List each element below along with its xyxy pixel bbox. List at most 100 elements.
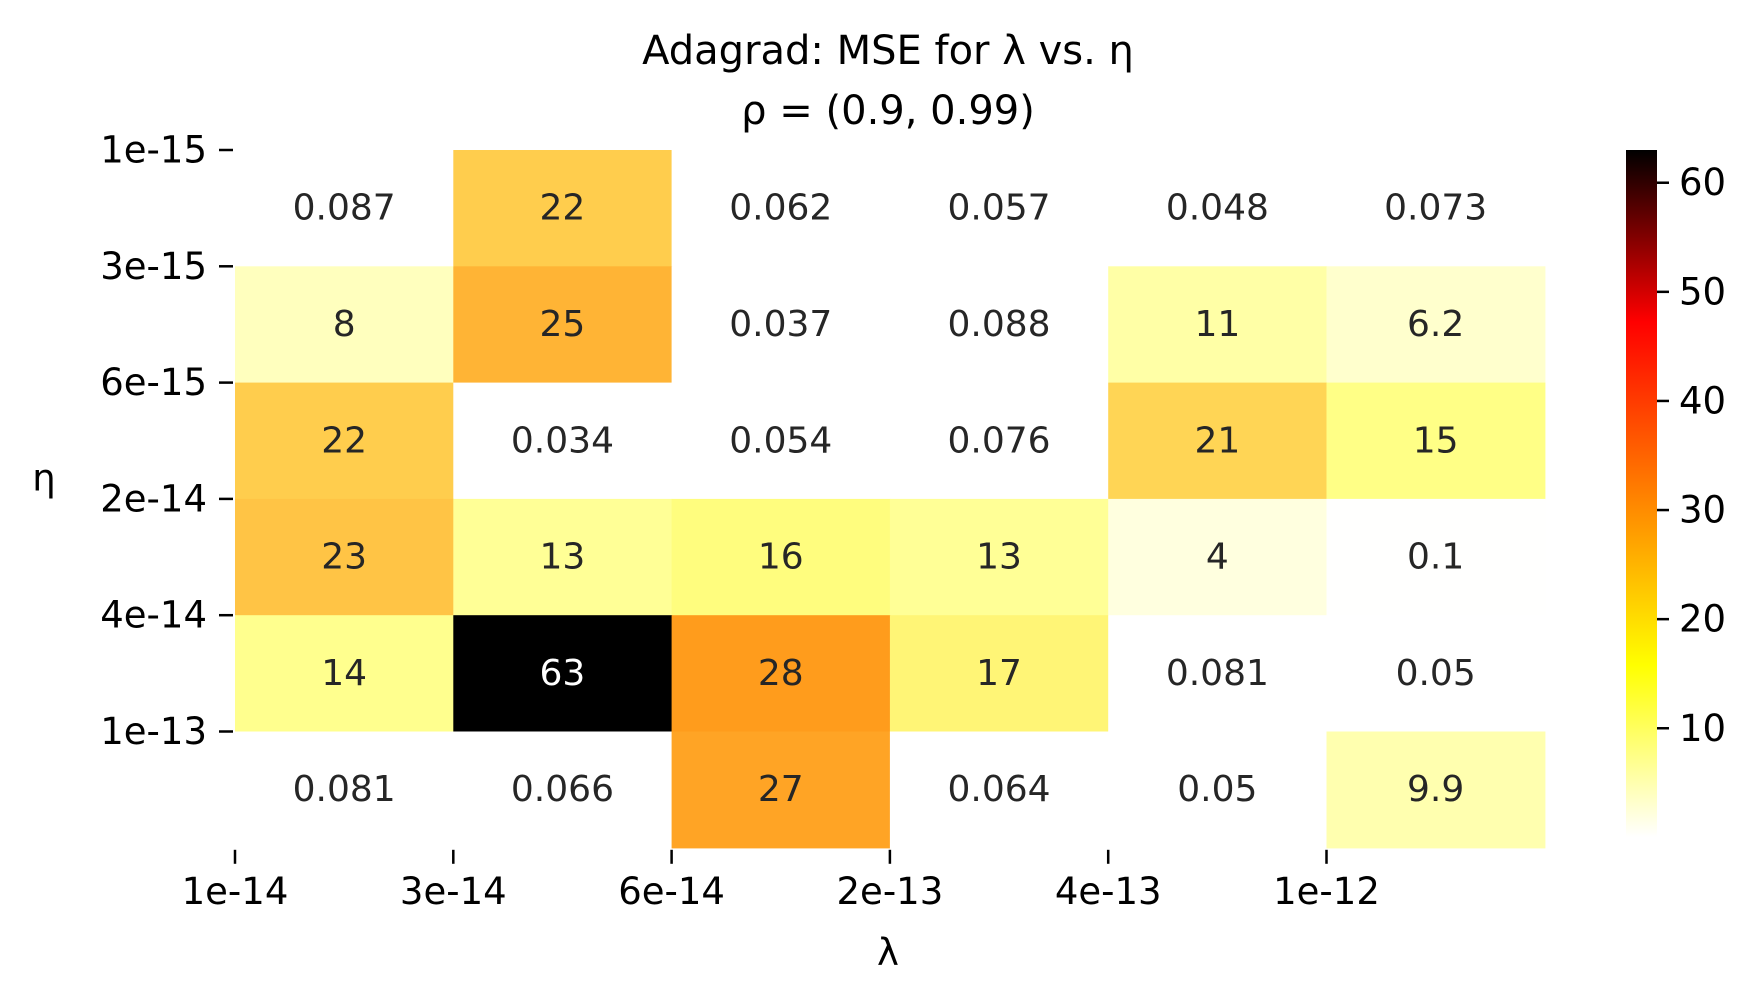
colorbar-tick-label-4: 50 <box>1679 270 1726 313</box>
cell-label-r0-c0: 0.087 <box>293 188 396 229</box>
heatmap-cell-labels: 0.087 22 0.062 0.057 0.048 0.073 8 25 0.037 0.088… <box>293 188 1488 811</box>
colorbar-tick-label-0: 10 <box>1679 707 1726 750</box>
cell-label-r5-c1: 0.066 <box>511 769 614 810</box>
cell-label-r5-c0: 0.081 <box>293 769 396 810</box>
colorbar-tick-label-2: 30 <box>1679 489 1726 532</box>
cell-label-r3-c0: 23 <box>321 537 367 578</box>
cell-label-r4-c0: 14 <box>321 653 367 694</box>
chart-title: Adagrad: MSE for λ vs. η <box>642 28 1134 74</box>
cell-label-r0-c2: 0.062 <box>729 188 832 229</box>
cell-label-r2-c2: 0.054 <box>729 420 832 461</box>
cell-label-r0-c1: 22 <box>540 188 586 229</box>
heatmap-cell-r4-c2 <box>671 615 891 733</box>
cell-label-r0-c5: 0.073 <box>1384 188 1487 229</box>
cell-label-r4-c5: 0.05 <box>1396 653 1476 694</box>
cell-label-r0-c4: 0.048 <box>1166 188 1269 229</box>
x-tick-label-0: 1e-14 <box>182 870 289 913</box>
cell-label-r2-c1: 0.034 <box>511 420 614 461</box>
cell-label-r3-c5: 0.1 <box>1407 537 1464 578</box>
heatmap-cell-r4-c4 <box>1108 615 1328 733</box>
y-tick-label-0: 1e-15 <box>100 129 207 172</box>
heatmap-cell-r3-c4 <box>1108 498 1328 616</box>
cell-label-r2-c5: 15 <box>1413 420 1459 461</box>
cell-label-r4-c2: 28 <box>758 653 804 694</box>
cell-label-r1-c0: 8 <box>333 304 356 345</box>
heatmap-cell-r1-c4 <box>1108 266 1328 384</box>
cell-label-r4-c3: 17 <box>976 653 1022 694</box>
heatmap-cell-r4-c5 <box>1326 615 1546 733</box>
heatmap-cells <box>235 150 1546 849</box>
heatmap-cell-r0-c2 <box>671 150 891 267</box>
heatmap-cell-r2-c2 <box>671 382 891 500</box>
x-tick-label-4: 4e-13 <box>1055 870 1162 913</box>
cell-label-r0-c3: 0.057 <box>948 188 1051 229</box>
heatmap-cell-r5-c3 <box>889 731 1109 849</box>
colorbar-tick-label-3: 40 <box>1679 379 1726 422</box>
heatmap-cell-r3-c1 <box>453 498 673 616</box>
cell-label-r4-c4: 0.081 <box>1166 653 1269 694</box>
y-tick-label-3: 2e-14 <box>100 477 207 520</box>
cell-label-r3-c1: 13 <box>540 537 586 578</box>
y-tick-label-2: 6e-15 <box>100 361 207 404</box>
x-axis-label: λ <box>877 931 899 974</box>
cell-label-r2-c0: 22 <box>321 420 367 461</box>
cell-label-r5-c3: 0.064 <box>948 769 1051 810</box>
colorbar-tick-label-1: 20 <box>1679 598 1726 641</box>
y-tick-label-5: 1e-13 <box>100 710 207 753</box>
heatmap-cell-r4-c0 <box>235 615 454 733</box>
heatmap-cell-r0-c1 <box>453 150 673 267</box>
heatmap-cell-r4-c1 <box>453 615 673 733</box>
cell-label-r5-c2: 27 <box>758 769 804 810</box>
heatmap-cell-r4-c3 <box>889 615 1109 733</box>
heatmap-cell-r1-c2 <box>671 266 891 384</box>
heatmap-cell-r5-c1 <box>453 731 673 849</box>
y-axis: 1e-15 3e-15 6e-15 2e-14 4e-14 1e-13 <box>100 129 233 753</box>
cell-label-r1-c3: 0.088 <box>948 304 1051 345</box>
cell-label-r3-c2: 16 <box>758 537 804 578</box>
heatmap-cell-r2-c5 <box>1326 382 1546 500</box>
cell-label-r2-c3: 0.076 <box>948 420 1051 461</box>
heatmap-cell-r0-c4 <box>1108 150 1328 267</box>
cell-label-r4-c1: 63 <box>540 653 586 694</box>
heatmap-cell-r0-c5 <box>1326 150 1546 267</box>
cell-label-r3-c3: 13 <box>976 537 1022 578</box>
colorbar-tick-label-5: 60 <box>1679 161 1726 204</box>
heatmap-cell-r3-c2 <box>671 498 891 616</box>
heatmap-cell-r5-c4 <box>1108 731 1328 849</box>
heatmap-cell-r1-c1 <box>453 266 673 384</box>
heatmap-cell-r2-c1 <box>453 382 673 500</box>
heatmap-cell-r3-c3 <box>889 498 1109 616</box>
colorbar-ticks: 10 20 30 40 50 60 <box>1657 161 1726 750</box>
cell-label-r5-c5: 9.9 <box>1407 769 1464 810</box>
heatmap-cell-r1-c0 <box>235 266 454 384</box>
heatmap-cell-r0-c3 <box>889 150 1109 267</box>
cell-label-r1-c1: 25 <box>540 304 586 345</box>
colorbar-gradient <box>1626 150 1657 837</box>
heatmap-cell-r3-c5 <box>1326 498 1546 616</box>
heatmap-cell-r3-c0 <box>235 498 454 616</box>
heatmap-cell-r5-c0 <box>235 731 454 849</box>
chart-subtitle: ρ = (0.9, 0.99) <box>741 88 1035 134</box>
cell-label-r1-c2: 0.037 <box>729 304 832 345</box>
cell-label-r3-c4: 4 <box>1206 537 1229 578</box>
y-tick-label-4: 4e-14 <box>100 594 207 637</box>
y-tick-label-1: 3e-15 <box>100 245 207 288</box>
heatmap-cell-r0-c0 <box>235 150 454 267</box>
heatmap-cell-r1-c5 <box>1326 266 1546 384</box>
heatmap-cell-r5-c5 <box>1326 731 1546 849</box>
cell-label-r1-c5: 6.2 <box>1407 304 1464 345</box>
x-tick-label-1: 3e-14 <box>400 870 507 913</box>
x-axis: 1e-14 3e-14 6e-14 2e-13 4e-13 1e-12 <box>182 849 1380 913</box>
heatmap-cell-r1-c3 <box>889 266 1109 384</box>
colorbar: 10 20 30 40 50 60 <box>1626 150 1726 837</box>
x-tick-label-5: 1e-12 <box>1273 870 1380 913</box>
cell-label-r5-c4: 0.05 <box>1177 769 1257 810</box>
heatmap-cell-r2-c0 <box>235 382 454 500</box>
cell-label-r2-c4: 21 <box>1194 420 1240 461</box>
heatmap-cell-r2-c3 <box>889 382 1109 500</box>
x-tick-label-2: 6e-14 <box>618 870 725 913</box>
x-tick-label-3: 2e-13 <box>837 870 944 913</box>
y-axis-label: η <box>32 457 55 500</box>
cell-label-r1-c4: 11 <box>1194 304 1240 345</box>
